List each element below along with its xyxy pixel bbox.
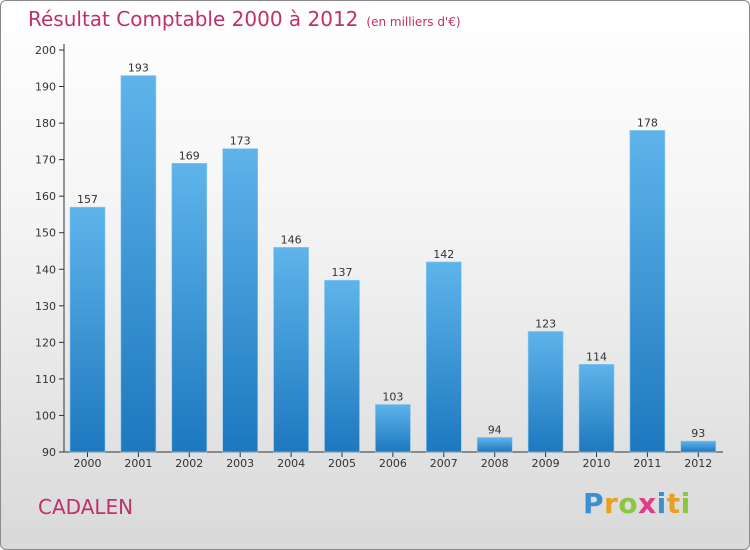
x-tick-label: 2004 [277,457,305,470]
bar [69,206,106,453]
bar-value-label: 146 [281,233,302,246]
bar [273,247,309,453]
bar-value-label: 114 [586,350,607,363]
bar [324,279,360,453]
chart-title: Résultat Comptable 2000 à 2012 (en millie… [28,7,461,31]
bar [120,75,157,453]
title-text: Résultat Comptable 2000 à 2012 [28,7,359,31]
bar [527,331,564,453]
bar [578,363,615,453]
bar [222,148,258,453]
y-tick-label: 190 [35,81,56,94]
proxiti-logo: Proxiti [583,487,691,520]
bar-value-label: 137 [332,266,353,279]
commune-name: CADALEN [38,495,134,519]
y-tick-label: 150 [35,227,56,240]
x-tick-label: 2012 [684,457,712,470]
bar-value-label: 193 [128,62,149,75]
x-tick-label: 2002 [175,457,203,470]
x-tick-label: 2006 [379,457,407,470]
y-tick-label: 100 [35,409,56,422]
bar [171,162,208,453]
y-tick-label: 140 [35,263,56,276]
x-tick-label: 2003 [226,457,254,470]
x-tick-label: 2000 [74,457,102,470]
y-tick-label: 180 [35,117,56,130]
bar [425,261,462,453]
y-tick-label: 120 [35,336,56,349]
bar-value-label: 142 [433,248,454,261]
y-tick-label: 130 [35,300,56,313]
bar-value-label: 93 [691,427,705,440]
bar [375,404,411,453]
x-tick-label: 2005 [328,457,356,470]
x-tick-label: 2001 [124,457,152,470]
bar [476,437,513,453]
bar [680,440,717,453]
y-tick-label: 110 [35,373,56,386]
x-tick-label: 2007 [430,457,458,470]
y-tick-label: 200 [35,44,56,57]
y-tick-label: 170 [35,154,56,167]
x-tick-label: 2008 [481,457,509,470]
bar [629,130,666,453]
bar-value-label: 94 [488,423,502,436]
x-tick-label: 2011 [633,457,661,470]
bar-value-label: 169 [179,149,200,162]
x-tick-label: 2009 [532,457,560,470]
bar-value-label: 178 [637,116,658,129]
title-unit: (en milliers d'€) [366,15,461,29]
x-tick-label: 2010 [583,457,611,470]
bar-value-label: 123 [535,317,556,330]
bar-value-label: 173 [230,135,251,148]
y-tick-label: 160 [35,190,56,203]
bar-value-label: 103 [382,390,403,403]
bar-value-label: 157 [77,193,98,206]
y-tick-label: 90 [42,446,56,459]
